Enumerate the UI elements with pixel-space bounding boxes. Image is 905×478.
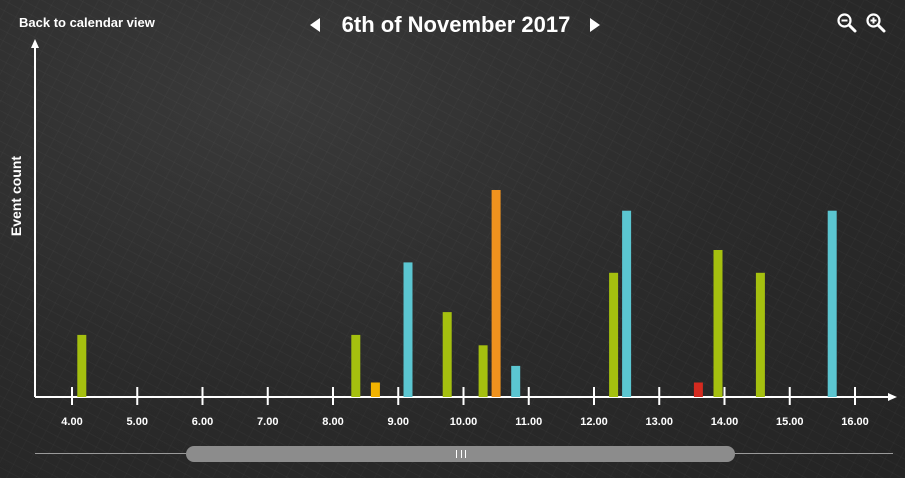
- x-axis-arrow: [888, 393, 897, 401]
- bar-2[interactable]: [370, 382, 380, 398]
- x-tick-label: 12.00: [580, 416, 608, 428]
- x-tick-label: 9.00: [388, 416, 409, 428]
- bar-9[interactable]: [622, 210, 632, 397]
- x-tick-label: 14.00: [711, 416, 739, 428]
- zoom-out-icon[interactable]: [836, 12, 858, 34]
- x-tick-label: 4.00: [61, 416, 82, 428]
- x-tick-label: 7.00: [257, 416, 278, 428]
- bar-0[interactable]: [77, 334, 87, 397]
- event-bar-chart: 4.00 5.00 6.00 7.00 8.00 9.00 10.00 11.00 12.00 1…: [8, 39, 897, 428]
- grip-lines-icon: [456, 450, 466, 458]
- bar-4[interactable]: [442, 312, 452, 397]
- bar-12[interactable]: [755, 272, 765, 397]
- scrollbar-thumb[interactable]: [186, 446, 735, 462]
- bar-8[interactable]: [609, 272, 619, 397]
- back-to-calendar-link[interactable]: Back to calendar view: [19, 15, 155, 30]
- x-tick-label: 5.00: [127, 416, 148, 428]
- bar-10[interactable]: [693, 382, 703, 398]
- zoom-in-icon[interactable]: [865, 12, 887, 34]
- x-tick-label: 16.00: [841, 416, 869, 428]
- bar-1[interactable]: [351, 334, 361, 397]
- x-tick-label: 13.00: [645, 416, 673, 428]
- x-tick-label: 11.00: [515, 416, 542, 428]
- x-tick-label: 6.00: [192, 416, 213, 428]
- y-axis-arrow: [31, 39, 39, 48]
- bar-3[interactable]: [403, 262, 413, 397]
- triangle-left-icon[interactable]: [310, 18, 320, 32]
- bar-11[interactable]: [713, 250, 723, 397]
- date-navigator: 6th of November 2017: [0, 10, 905, 40]
- x-tick-label: 10.00: [450, 416, 478, 428]
- triangle-right-icon[interactable]: [590, 18, 600, 32]
- x-tick-label: 15.00: [776, 416, 804, 428]
- date-title: 6th of November 2017: [341, 12, 571, 37]
- x-tick-label: 8.00: [322, 416, 343, 428]
- y-axis-label: Event count: [8, 156, 24, 236]
- bar-6[interactable]: [491, 190, 501, 397]
- bar-5[interactable]: [478, 345, 488, 398]
- bar-7[interactable]: [511, 365, 521, 397]
- bar-13[interactable]: [827, 210, 837, 397]
